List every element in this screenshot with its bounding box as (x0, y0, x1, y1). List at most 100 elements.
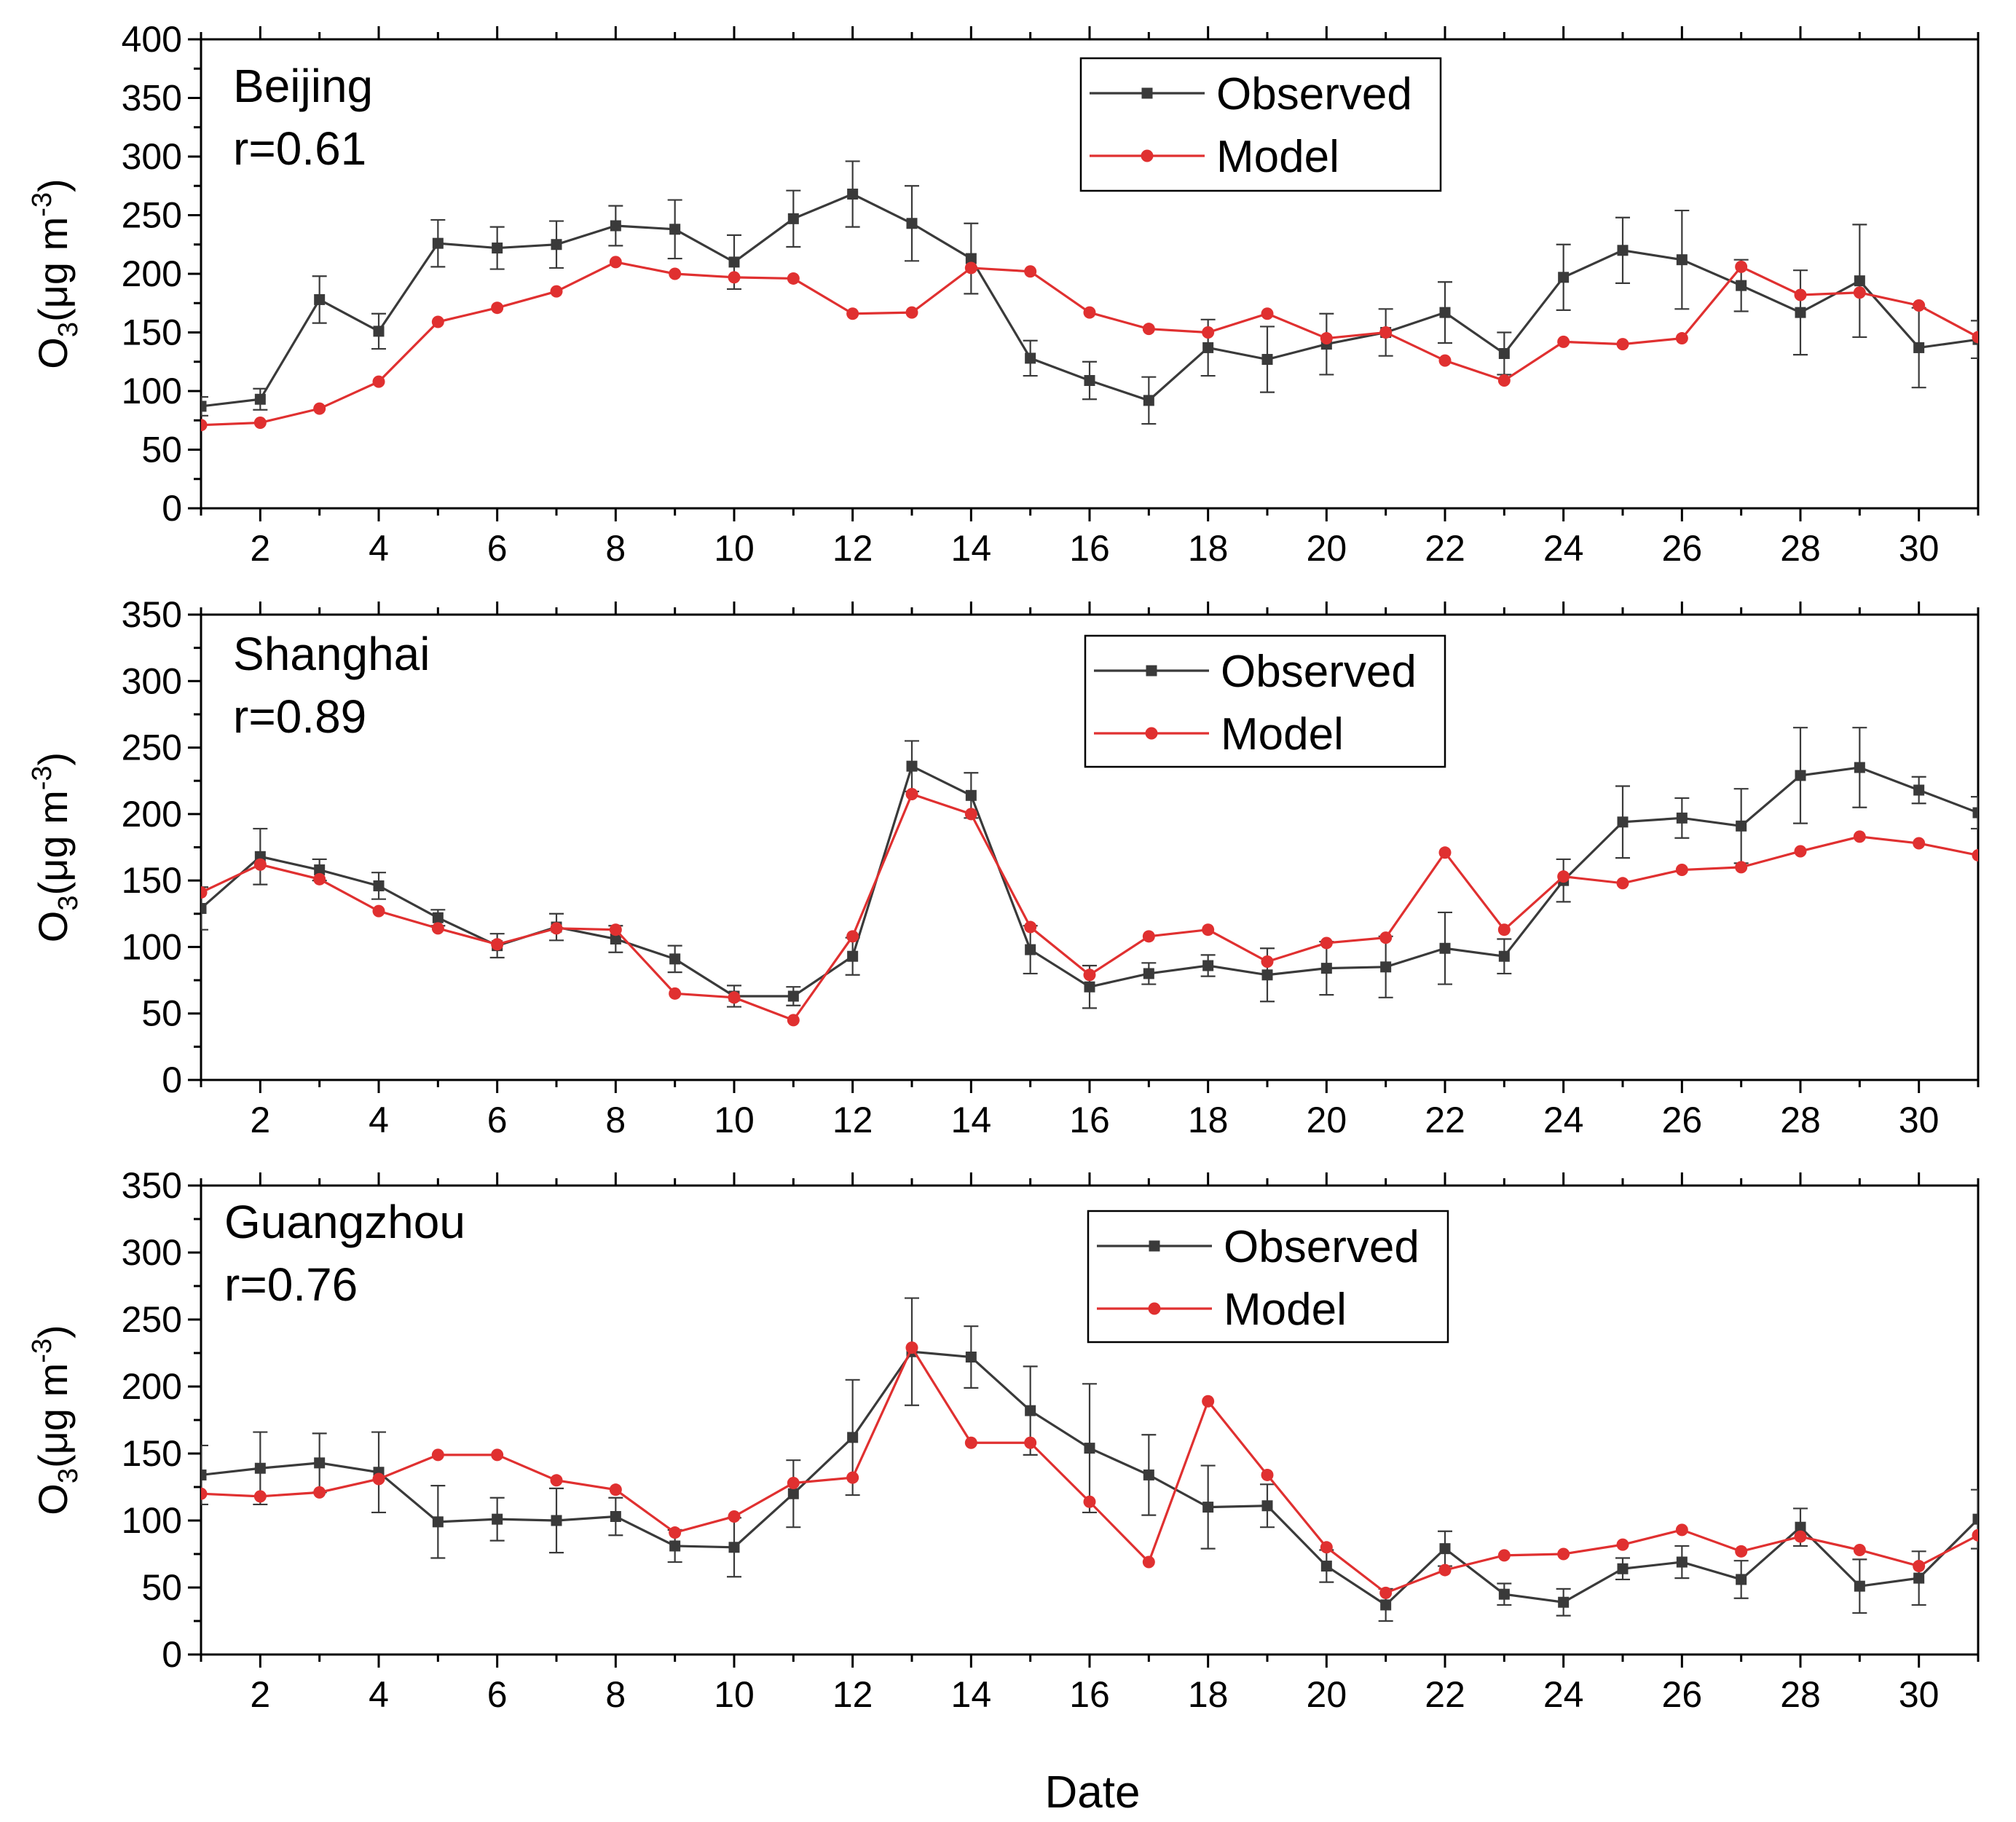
observed-point (492, 1513, 503, 1525)
legend: Observed Model (1087, 1210, 1449, 1344)
panel-correlation-label: r=0.89 (233, 690, 366, 743)
x-tick-label: 12 (832, 528, 873, 569)
x-tick-label: 14 (951, 1674, 992, 1715)
x-tick-label: 20 (1307, 1674, 1347, 1715)
observed-point (551, 239, 562, 251)
model-point (1616, 877, 1629, 890)
observed-point (1676, 254, 1688, 266)
model-point (253, 416, 267, 429)
legend-model-marker (1141, 149, 1154, 162)
legend-model-label: Model (1224, 1285, 1347, 1335)
panel-city-label: Shanghai (233, 628, 430, 680)
model-point (1320, 1541, 1333, 1554)
observed-point (314, 864, 326, 876)
y-tick-label: 200 (122, 253, 182, 294)
observed-point (1676, 812, 1688, 824)
model-point (1913, 837, 1926, 850)
model-point (964, 808, 977, 821)
y-tick-label: 300 (122, 136, 182, 177)
model-point (787, 1476, 800, 1489)
x-tick-label: 2 (250, 1674, 270, 1715)
model-point (253, 1490, 267, 1503)
observed-point (1913, 342, 1925, 353)
model-point (201, 1487, 208, 1500)
x-tick-label: 20 (1307, 528, 1347, 569)
x-tick-label: 12 (832, 1100, 873, 1140)
x-tick-label: 22 (1425, 1674, 1465, 1715)
observed-point (1498, 1588, 1510, 1600)
observed-point (1736, 1574, 1747, 1585)
model-point (431, 1448, 444, 1462)
model-point (1497, 923, 1511, 936)
x-tick-label: 6 (487, 528, 508, 569)
y-tick-label: 300 (122, 1232, 182, 1273)
model-point (1142, 323, 1155, 336)
observed-point (906, 218, 918, 229)
model-point (1379, 931, 1393, 944)
legend-observed-marker (1141, 87, 1153, 99)
y-axis-title: O3(μg m-3) (27, 1325, 84, 1515)
x-tick-label: 16 (1069, 1100, 1110, 1140)
y-axis-title-part: O (30, 911, 76, 943)
x-tick-label: 2 (250, 1100, 270, 1140)
observed-point (1202, 1502, 1214, 1513)
model-point (1083, 1495, 1096, 1508)
x-tick-label: 28 (1780, 528, 1821, 569)
y-axis-title-part: 3 (53, 322, 84, 337)
model-point (905, 787, 918, 800)
plot-area (201, 727, 1978, 1027)
model-point (372, 375, 385, 388)
legend-box (1084, 634, 1446, 768)
observed-point (1143, 968, 1154, 979)
x-tick-label: 30 (1899, 1100, 1940, 1140)
y-tick-label: 350 (122, 1165, 182, 1206)
x-tick-label: 28 (1780, 1674, 1821, 1715)
model-point (1083, 969, 1096, 982)
model-point (964, 1436, 977, 1449)
x-tick-label: 8 (605, 1100, 626, 1140)
y-tick-label: 200 (122, 1366, 182, 1407)
x-tick-label: 4 (369, 1100, 389, 1140)
observed-point (254, 1462, 266, 1474)
observed-point (432, 1516, 444, 1528)
model-point (846, 1471, 859, 1484)
observed-point (1025, 1405, 1036, 1416)
observed-point (432, 237, 444, 249)
observed-point (1854, 1580, 1865, 1592)
observed-point (1558, 272, 1570, 283)
x-tick-label: 8 (605, 528, 626, 569)
model-point (431, 315, 444, 328)
model-point (1379, 326, 1393, 339)
x-tick-label: 26 (1662, 1100, 1703, 1140)
model-point (550, 285, 563, 298)
legend-observed-label: Observed (1221, 647, 1417, 697)
observed-point (1498, 950, 1510, 962)
observed-point (1439, 942, 1451, 954)
observed-point (787, 990, 799, 1002)
observed-point (1854, 275, 1865, 287)
x-tick-label: 18 (1188, 1100, 1229, 1140)
observed-point (201, 902, 207, 914)
y-tick-label: 50 (141, 993, 182, 1034)
observed-point (1972, 807, 1978, 819)
model-point (1497, 374, 1511, 387)
model-point (313, 1486, 326, 1499)
y-axis-title-part: ) (30, 1325, 76, 1338)
observed-point (1795, 770, 1806, 781)
observed-point (1380, 1599, 1392, 1611)
y-tick-label: 250 (122, 195, 182, 236)
legend: Observed Model (1084, 634, 1446, 768)
model-point (609, 923, 622, 936)
model-point (253, 858, 267, 871)
legend-observed-marker (1146, 665, 1157, 677)
model-point (1202, 326, 1215, 339)
y-tick-label: 100 (122, 371, 182, 411)
x-tick-label: 20 (1307, 1100, 1347, 1140)
model-point (787, 1014, 800, 1027)
legend-model-label: Model (1221, 709, 1344, 760)
observed-point (1795, 307, 1806, 318)
observed-point (906, 760, 918, 772)
model-point (669, 987, 682, 1000)
